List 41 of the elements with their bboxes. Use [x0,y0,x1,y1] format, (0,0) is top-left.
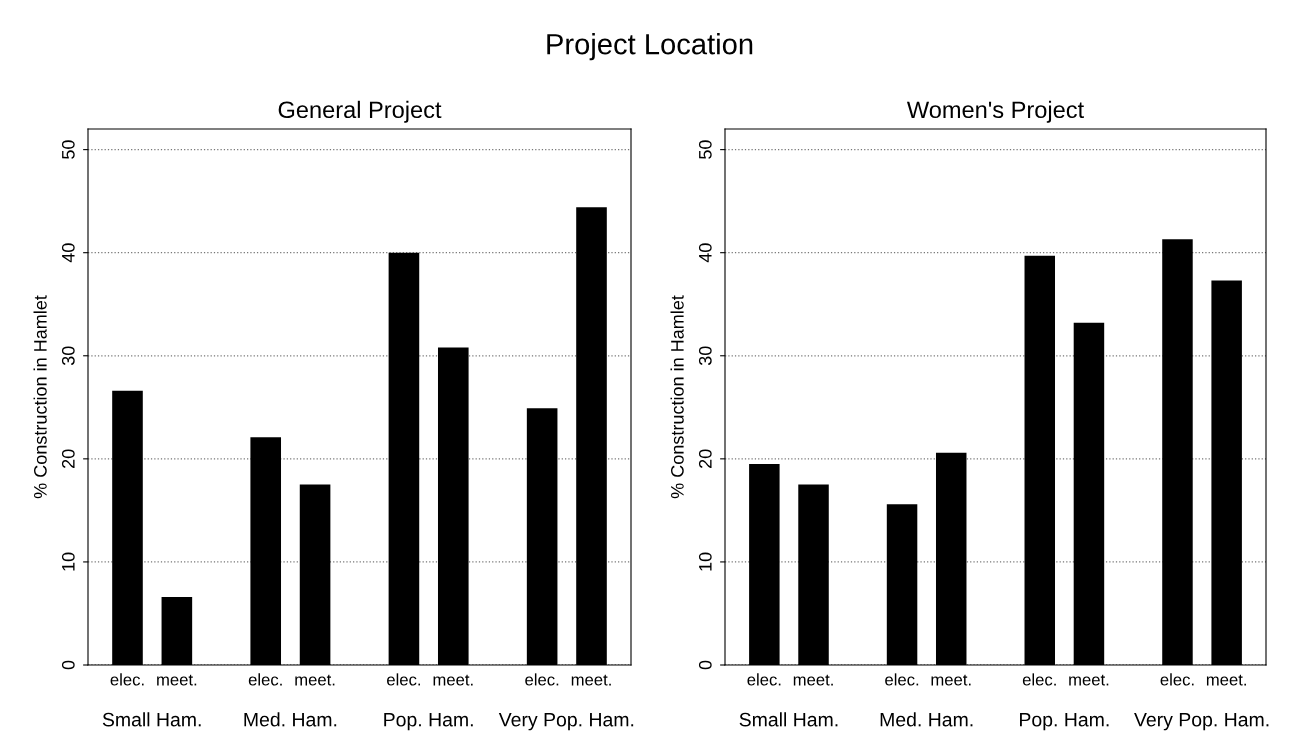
x-tick-label: elec. [747,673,781,686]
x-tick-label: meet. [571,674,611,686]
chart-subtitle: General Project [278,100,442,123]
y-tick-label: 50 [698,140,712,159]
y-tick-label: 0 [698,660,712,670]
text: Very Pop. Ham. [498,712,634,731]
x-tick-label: meet. [1069,674,1109,686]
y-tick-label: 10 [61,552,75,571]
chart-subtitle: Women's Project [906,100,1084,123]
y-tick-label: 50 [61,140,75,159]
x-tick-label: meet. [157,674,197,686]
x-tick-label: meet. [295,674,335,686]
y-axis-title: % Construction in Hamlet [670,295,684,499]
x-tick-label: meet. [1206,674,1246,686]
text: Pop. Ham. [384,712,473,731]
chart-title: Project Location [547,33,753,61]
y-tick-label: 30 [61,346,75,366]
x-tick-label: meet. [931,674,971,686]
y-tick-label: 0 [61,660,75,670]
x-tick-label: elec. [1022,673,1056,686]
text: Med. Ham. [244,712,337,727]
x-tick-label: elec. [525,673,559,686]
y-axis-title: % Construction in Hamlet [33,295,47,499]
y-tick-label: 10 [698,552,712,571]
text: Small Ham. [102,712,201,727]
x-tick-label: meet. [433,674,473,686]
text: Small Ham. [739,712,838,727]
x-tick-label: elec. [1160,673,1194,686]
x-tick-label: meet. [793,674,833,686]
x-tick-label: elec. [248,673,282,686]
y-tick-label: 40 [698,243,712,263]
y-tick-label: 40 [61,243,75,263]
x-tick-label: elec. [387,673,421,686]
text: Med. Ham. [880,712,973,727]
y-tick-label: 20 [698,449,712,468]
y-tick-label: 20 [61,449,75,468]
x-tick-label: elec. [110,673,144,686]
x-tick-label: elec. [885,673,919,686]
text: Very Pop. Ham. [1134,712,1269,731]
text: Pop. Ham. [1020,712,1109,731]
y-tick-label: 30 [698,346,712,366]
